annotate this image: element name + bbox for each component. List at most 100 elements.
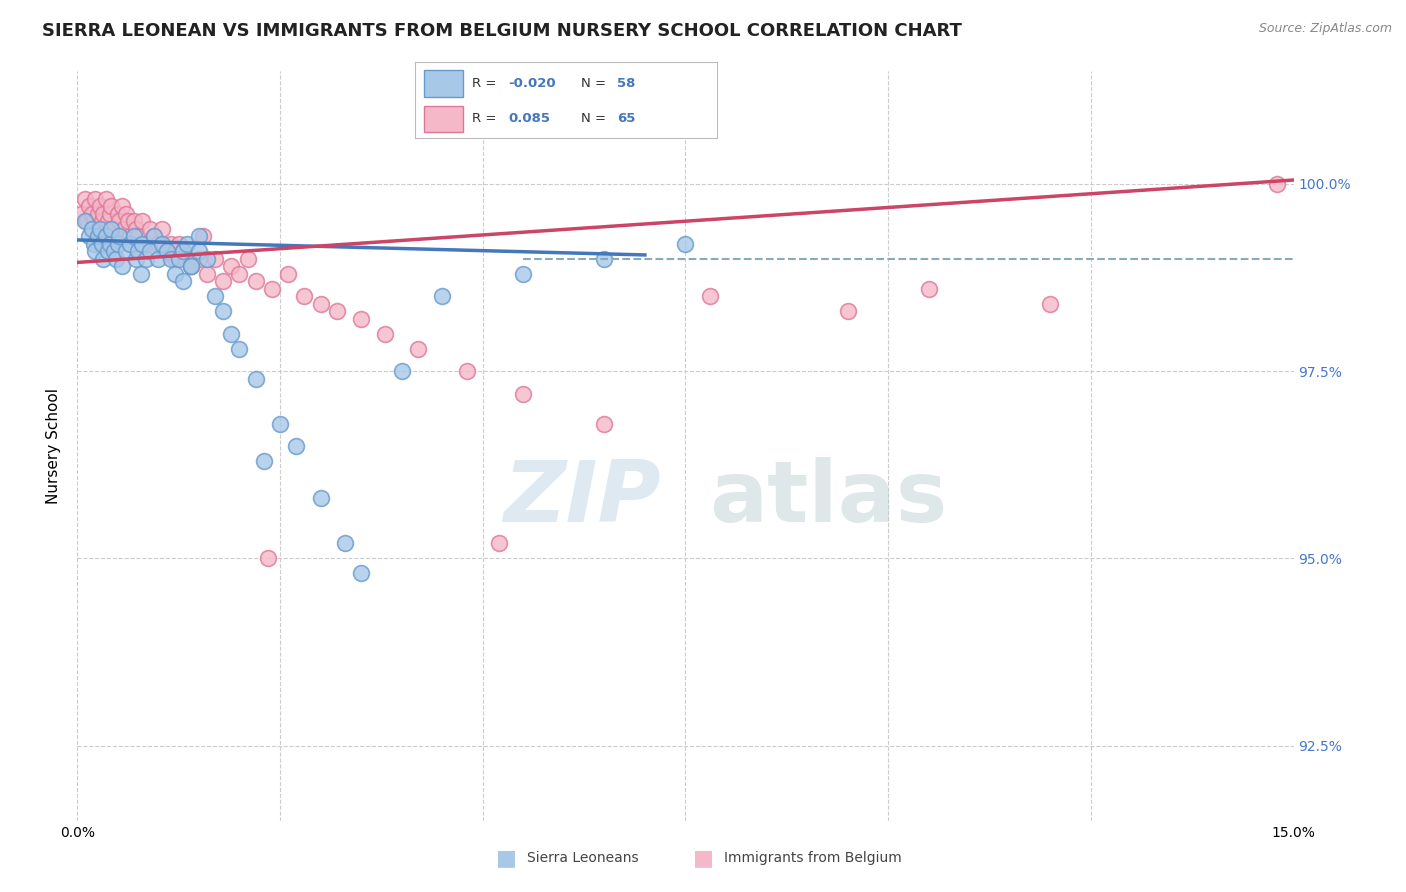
Point bbox=[918, 282, 941, 296]
Text: Immigrants from Belgium: Immigrants from Belgium bbox=[724, 851, 901, 865]
Point bbox=[98, 236, 121, 251]
Point bbox=[699, 289, 721, 303]
Point bbox=[143, 229, 166, 244]
Point bbox=[100, 221, 122, 235]
Point bbox=[488, 536, 510, 550]
Point bbox=[115, 244, 138, 259]
Point bbox=[139, 244, 162, 259]
Text: R =: R = bbox=[472, 77, 501, 90]
Point bbox=[90, 214, 112, 228]
Text: -0.020: -0.020 bbox=[509, 77, 557, 90]
Point bbox=[86, 207, 108, 221]
Bar bbox=[423, 105, 463, 132]
Point bbox=[172, 244, 194, 259]
Point bbox=[100, 199, 122, 213]
Point bbox=[135, 236, 157, 251]
Point bbox=[117, 214, 139, 228]
Point bbox=[80, 221, 103, 235]
Point bbox=[86, 229, 108, 244]
Point bbox=[98, 207, 121, 221]
Point bbox=[127, 229, 149, 244]
Point bbox=[107, 207, 129, 221]
Point bbox=[374, 326, 396, 341]
Point bbox=[212, 274, 235, 288]
Point bbox=[152, 221, 174, 235]
Point bbox=[111, 199, 134, 213]
Bar bbox=[423, 70, 463, 96]
Text: Source: ZipAtlas.com: Source: ZipAtlas.com bbox=[1258, 22, 1392, 36]
Point bbox=[228, 267, 250, 281]
Text: atlas: atlas bbox=[710, 457, 948, 540]
Point bbox=[326, 304, 349, 318]
Point bbox=[180, 259, 202, 273]
Point bbox=[97, 214, 120, 228]
Point bbox=[84, 192, 107, 206]
Point bbox=[406, 342, 429, 356]
Point bbox=[236, 252, 259, 266]
Point bbox=[155, 244, 177, 259]
Point bbox=[260, 282, 283, 296]
Point bbox=[212, 304, 235, 318]
Point bbox=[159, 252, 181, 266]
Point bbox=[79, 229, 101, 244]
Point bbox=[103, 244, 125, 259]
Point bbox=[127, 244, 149, 259]
Point bbox=[176, 236, 198, 251]
Point bbox=[593, 417, 616, 431]
Point bbox=[70, 207, 93, 221]
Point bbox=[148, 252, 170, 266]
Point bbox=[112, 221, 135, 235]
Text: ■: ■ bbox=[496, 848, 516, 868]
Text: N =: N = bbox=[581, 77, 610, 90]
Point bbox=[79, 199, 101, 213]
Text: 58: 58 bbox=[617, 77, 636, 90]
Point bbox=[155, 244, 177, 259]
Text: Sierra Leoneans: Sierra Leoneans bbox=[527, 851, 638, 865]
Point bbox=[83, 214, 105, 228]
Point bbox=[75, 214, 97, 228]
Point bbox=[195, 252, 218, 266]
Point bbox=[89, 199, 111, 213]
Text: R =: R = bbox=[472, 112, 501, 126]
Point bbox=[167, 236, 190, 251]
Point bbox=[837, 304, 859, 318]
Point bbox=[163, 267, 186, 281]
Point bbox=[593, 252, 616, 266]
Point bbox=[204, 252, 226, 266]
Point bbox=[135, 252, 157, 266]
Point bbox=[180, 259, 202, 273]
Point bbox=[148, 236, 170, 251]
Point bbox=[1039, 296, 1062, 310]
Point bbox=[125, 252, 148, 266]
Point bbox=[139, 221, 162, 235]
Point bbox=[129, 267, 152, 281]
Point bbox=[309, 296, 332, 310]
Point bbox=[188, 252, 211, 266]
Point bbox=[277, 267, 299, 281]
Point bbox=[108, 229, 131, 244]
Point bbox=[131, 236, 153, 251]
Point bbox=[167, 252, 190, 266]
Point bbox=[191, 229, 214, 244]
Point bbox=[103, 221, 125, 235]
Point bbox=[292, 289, 315, 303]
Point bbox=[122, 229, 145, 244]
Point bbox=[195, 267, 218, 281]
Point bbox=[91, 207, 114, 221]
Point bbox=[152, 236, 174, 251]
Point bbox=[94, 229, 117, 244]
Point bbox=[159, 236, 181, 251]
Text: SIERRA LEONEAN VS IMMIGRANTS FROM BELGIUM NURSERY SCHOOL CORRELATION CHART: SIERRA LEONEAN VS IMMIGRANTS FROM BELGIU… bbox=[42, 22, 962, 40]
Text: ZIP: ZIP bbox=[503, 457, 661, 540]
Text: ■: ■ bbox=[693, 848, 713, 868]
Point bbox=[180, 259, 202, 273]
Point bbox=[172, 274, 194, 288]
Point bbox=[131, 214, 153, 228]
Point bbox=[91, 252, 114, 266]
Point bbox=[83, 236, 105, 251]
Point bbox=[108, 214, 131, 228]
Point bbox=[253, 454, 276, 468]
Point bbox=[309, 491, 332, 506]
Point bbox=[257, 551, 280, 566]
Point bbox=[172, 244, 194, 259]
